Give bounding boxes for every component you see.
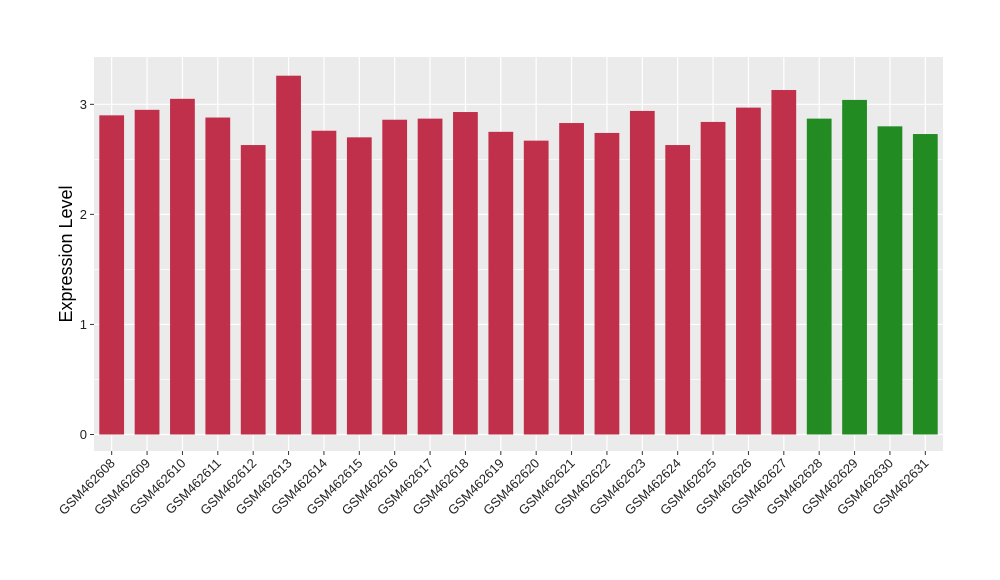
- bars: [99, 75, 938, 435]
- bar-GSM462618: [453, 112, 478, 435]
- bar-GSM462617: [417, 118, 443, 435]
- bar-GSM462608: [99, 115, 125, 435]
- x-axis: GSM462608GSM462609GSM462610GSM462611GSM4…: [56, 451, 931, 518]
- bar-GSM462625: [700, 121, 726, 435]
- bar-GSM462626: [736, 107, 761, 435]
- bar-GSM462611: [205, 117, 231, 435]
- y-axis-title: Expression Level: [56, 185, 76, 322]
- bar-GSM462627: [771, 90, 797, 435]
- y-tick-label: 3: [80, 97, 87, 112]
- bar-GSM462613: [276, 75, 301, 435]
- bar-GSM462621: [559, 123, 584, 435]
- y-tick-label: 1: [80, 317, 87, 332]
- bar-GSM462619: [488, 131, 514, 435]
- bar-GSM462610: [170, 98, 195, 435]
- bar-GSM462623: [629, 110, 655, 435]
- bar-GSM462628: [806, 118, 832, 435]
- bar-GSM462612: [240, 145, 266, 435]
- y-tick-label: 0: [80, 427, 87, 442]
- y-axis: 0 1 2 3: [80, 97, 94, 442]
- bar-GSM462631: [912, 134, 938, 435]
- bar-GSM462629: [842, 99, 867, 435]
- plot-panel: [94, 57, 943, 451]
- bar-GSM462616: [382, 119, 408, 435]
- bar-GSM462609: [134, 109, 160, 435]
- bar-GSM462624: [665, 145, 691, 435]
- bar-GSM462615: [346, 137, 372, 435]
- bar-GSM462622: [594, 132, 620, 435]
- bar-GSM462620: [523, 140, 549, 435]
- y-tick-label: 2: [80, 207, 87, 222]
- bar-GSM462630: [877, 126, 903, 435]
- bar-GSM462614: [311, 130, 337, 435]
